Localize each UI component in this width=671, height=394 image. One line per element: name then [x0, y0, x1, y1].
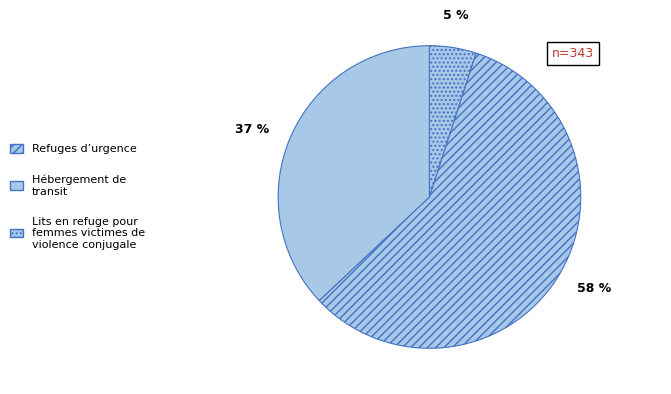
Text: 37 %: 37 % — [236, 123, 270, 136]
Legend: Refuges d’urgence, Hébergement de
transit, Lits en refuge pour
femmes victimes d: Refuges d’urgence, Hébergement de transi… — [9, 144, 145, 250]
Text: 5 %: 5 % — [444, 9, 469, 22]
Wedge shape — [429, 46, 476, 197]
Text: n=343: n=343 — [552, 47, 595, 60]
Text: 58 %: 58 % — [577, 282, 611, 295]
Wedge shape — [278, 46, 429, 301]
Wedge shape — [319, 53, 580, 348]
